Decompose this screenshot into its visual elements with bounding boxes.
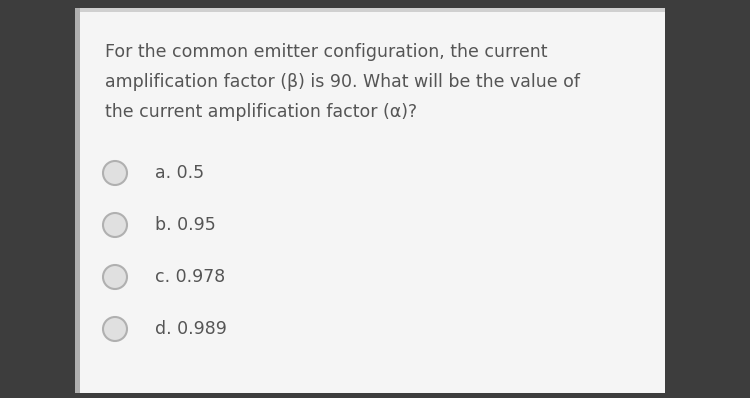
Text: c. 0.978: c. 0.978 [155, 268, 225, 286]
Text: a. 0.5: a. 0.5 [155, 164, 204, 182]
Ellipse shape [103, 213, 127, 237]
Text: amplification factor (β) is 90. What will be the value of: amplification factor (β) is 90. What wil… [105, 73, 580, 91]
Bar [75, 8, 665, 12]
Text: For the common emitter configuration, the current: For the common emitter configuration, th… [105, 43, 548, 61]
Bar [75, 8, 665, 393]
Text: the current amplification factor (α)?: the current amplification factor (α)? [105, 103, 417, 121]
Ellipse shape [103, 265, 127, 289]
Text: d. 0.989: d. 0.989 [155, 320, 226, 338]
Text: b. 0.95: b. 0.95 [155, 216, 216, 234]
Bar [75, 8, 80, 393]
Ellipse shape [103, 161, 127, 185]
Ellipse shape [103, 317, 127, 341]
